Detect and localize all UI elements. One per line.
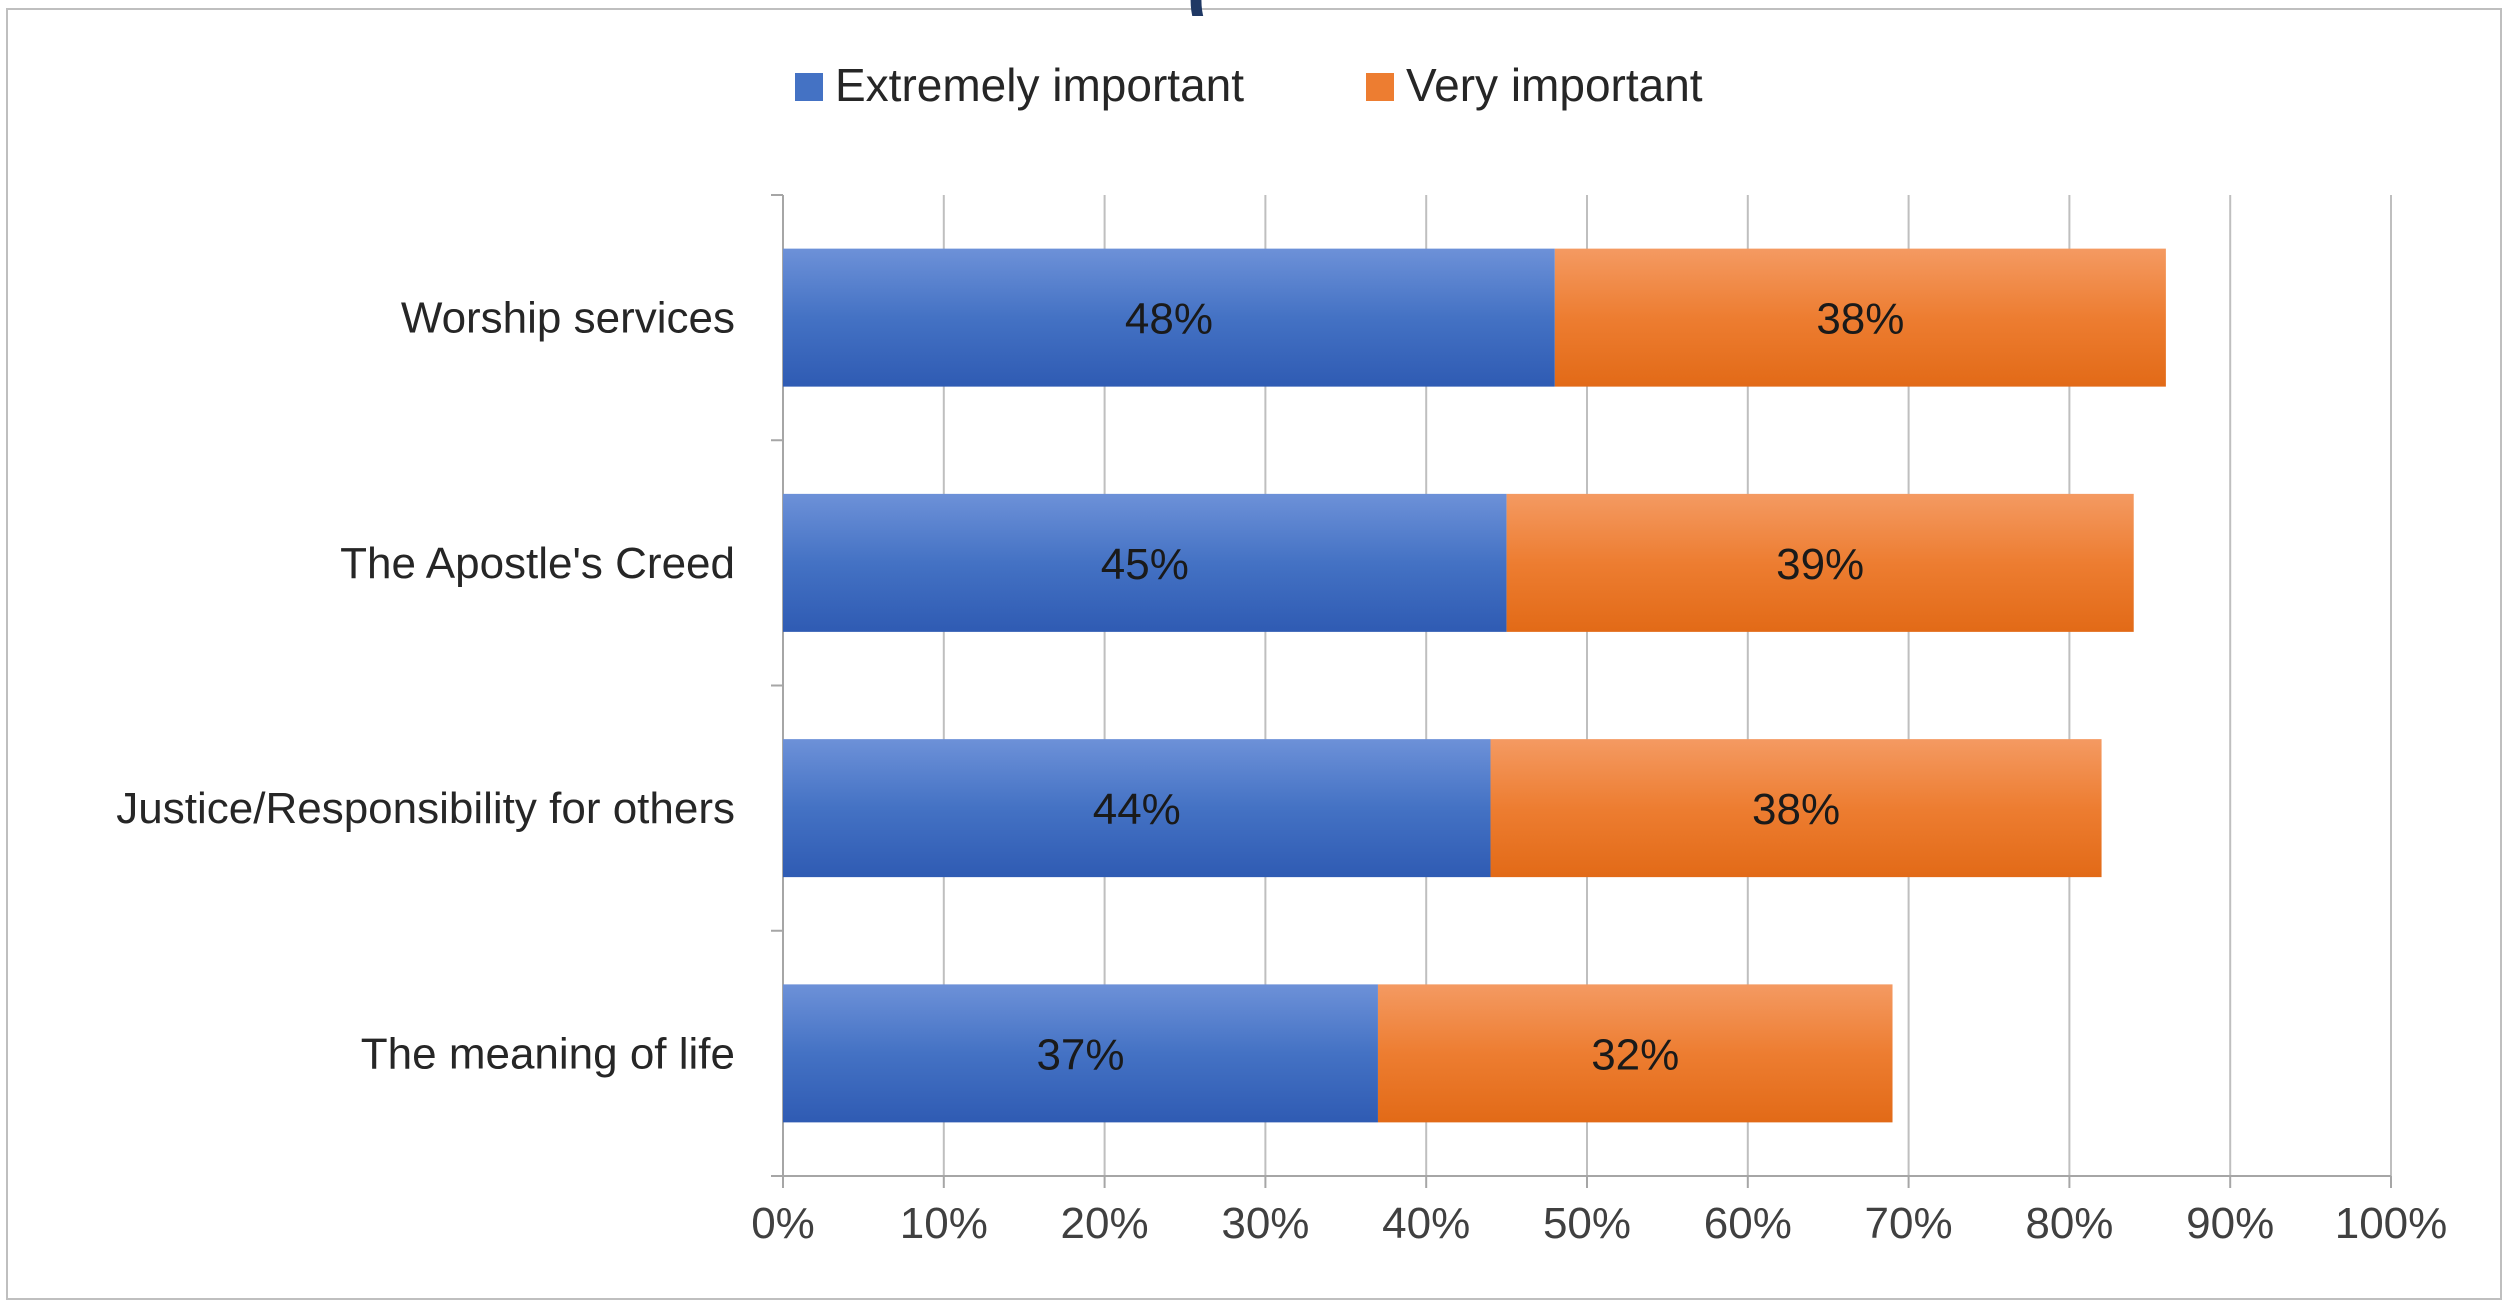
legend-label: Extremely important (835, 59, 1244, 111)
legend-swatch (795, 73, 823, 101)
data-label: 45% (1101, 540, 1189, 589)
data-label: 39% (1776, 540, 1864, 589)
data-label: 44% (1093, 785, 1181, 834)
x-tick-label: 20% (1061, 1199, 1149, 1248)
data-label: 37% (1036, 1030, 1124, 1079)
x-tick-label: 50% (1543, 1199, 1631, 1248)
data-label: 48% (1125, 295, 1213, 344)
legend: Extremely important Very important (795, 59, 1703, 111)
bar-extremely-important (783, 248, 1555, 387)
x-tick-label: 100% (2335, 1199, 2448, 1248)
x-tick-label: 60% (1704, 1199, 1792, 1248)
x-tick-label: 80% (2025, 1199, 2113, 1248)
x-tick-label: 10% (900, 1199, 988, 1248)
category-label: Worship services (401, 294, 735, 343)
x-tick-label: 30% (1221, 1199, 1309, 1248)
data-label: 38% (1816, 295, 1904, 344)
bar-very-important (1377, 984, 1893, 1123)
x-tick-label: 40% (1382, 1199, 1470, 1248)
category-label: Justice/Responsibility for others (116, 784, 735, 833)
bar-very-important (1490, 739, 2102, 878)
x-tick-label: 70% (1865, 1199, 1953, 1248)
bars (783, 248, 2166, 1123)
bar-extremely-important (783, 493, 1507, 632)
bar-very-important (1554, 248, 2166, 387)
chart-title-fragment: ( (600, 0, 1800, 16)
labels: Worship services 48% 38% The Apostle's Cree… (116, 294, 1904, 1080)
legend-swatch (1366, 73, 1394, 101)
data-label: 32% (1591, 1030, 1679, 1079)
bar-very-important (1506, 493, 2134, 632)
data-label: 38% (1752, 785, 1840, 834)
category-label: The meaning of life (361, 1029, 735, 1078)
legend-label: Very important (1406, 59, 1703, 111)
bar-extremely-important (783, 739, 1491, 878)
category-label: The Apostle's Creed (340, 539, 735, 588)
x-tick-label: 90% (2186, 1199, 2274, 1248)
x-tick-label: 0% (751, 1199, 815, 1248)
bar-extremely-important (783, 984, 1378, 1123)
